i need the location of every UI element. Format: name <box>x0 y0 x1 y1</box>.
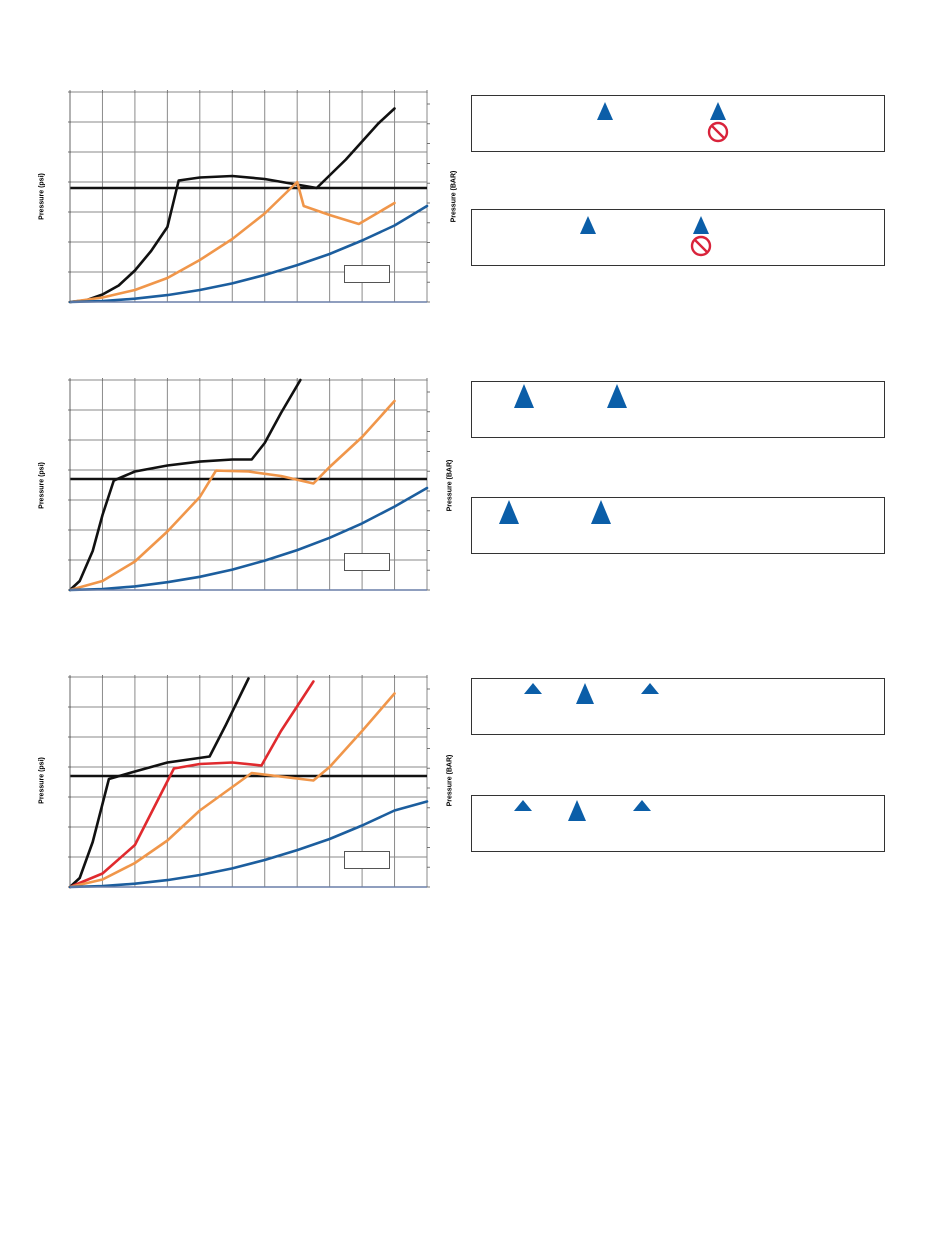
triangle-icon <box>524 683 542 694</box>
triangle-icon <box>514 800 532 811</box>
triangle-icon <box>633 800 651 811</box>
chart-2: Pressure (psi) Pressure (BAR) <box>0 0 950 620</box>
series-orange-line <box>68 180 396 304</box>
chart-3-panel-top <box>471 678 885 735</box>
triangle-icon <box>641 683 659 694</box>
triangle-icon <box>580 216 596 234</box>
series-orange-line <box>68 692 396 889</box>
chart-1-panel-top <box>471 95 885 152</box>
triangle-icon <box>597 102 613 120</box>
chart-3-ylabel-right: Pressure (BAR) <box>446 754 454 807</box>
series-orange-line <box>68 399 396 592</box>
triangle-icon <box>710 102 726 120</box>
chart-2-panel-top <box>471 381 885 438</box>
chart-3-legend-box <box>344 851 390 869</box>
chart-3-panel-bottom <box>471 795 885 852</box>
chart-3-plot <box>68 675 430 889</box>
chart-3-ylabel-left: Pressure (psi) <box>38 757 46 804</box>
chart-2-panel-bottom <box>471 497 885 554</box>
series-blue-line <box>68 800 429 889</box>
triangle-icon <box>514 384 534 408</box>
chart-1: Pressure (psi) Pressure (BAR) <box>0 0 950 330</box>
chart-1-legend-box <box>344 265 390 283</box>
prohibited-icon <box>707 121 729 143</box>
chart-1-plot <box>68 90 430 304</box>
series-blue-line <box>68 486 429 592</box>
chart-2-plot <box>68 378 430 592</box>
series-black-line <box>68 107 396 304</box>
chart-3: Pressure (psi) Pressure (BAR) <box>38 675 454 889</box>
triangle-icon <box>693 216 709 234</box>
series-black-line <box>68 677 250 889</box>
series-blue-line <box>68 204 429 304</box>
chart-1-panel-bottom <box>471 209 885 266</box>
series-black-line <box>68 378 302 592</box>
chart-2-legend-box <box>344 553 390 571</box>
triangle-icon <box>499 500 519 524</box>
triangle-icon <box>591 500 611 524</box>
prohibited-icon <box>690 235 712 257</box>
triangle-icon <box>607 384 627 408</box>
triangle-icon <box>568 800 586 821</box>
triangle-icon <box>576 683 594 704</box>
series-red-line <box>68 680 315 889</box>
